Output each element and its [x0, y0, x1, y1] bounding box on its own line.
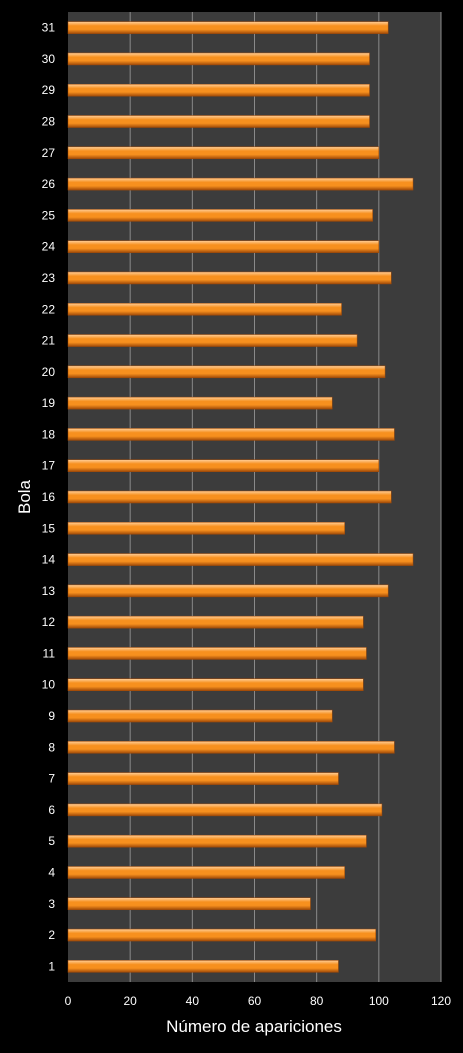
bar-10 — [67, 678, 364, 691]
bar-31 — [67, 21, 389, 34]
bar-13 — [67, 584, 389, 598]
y-tick-label: 14 — [42, 553, 56, 567]
y-tick-label: 27 — [42, 146, 56, 160]
x-tick-label: 60 — [248, 994, 262, 1008]
y-tick-label: 22 — [42, 302, 56, 316]
y-tick-label: 30 — [42, 52, 56, 66]
bar-22 — [67, 303, 342, 316]
y-tick-label: 17 — [42, 459, 56, 473]
bar-19 — [67, 396, 333, 410]
x-tick-label: 0 — [65, 994, 72, 1008]
x-tick-label: 40 — [186, 994, 200, 1008]
y-tick-label: 4 — [48, 865, 55, 879]
x-tick-label: 120 — [431, 994, 451, 1008]
bar-30 — [67, 52, 370, 66]
bar-4 — [67, 866, 345, 879]
y-tick-label: 7 — [48, 772, 55, 786]
y-tick-label: 26 — [42, 177, 56, 191]
bar-18 — [67, 428, 395, 441]
y-tick-label: 25 — [42, 208, 56, 222]
bar-15 — [67, 522, 345, 535]
x-axis-label: Número de apariciones — [166, 1017, 342, 1036]
y-tick-label: 10 — [42, 678, 56, 692]
y-tick-label: 15 — [42, 521, 56, 535]
y-tick-label: 31 — [42, 21, 56, 35]
bar-11 — [67, 647, 367, 660]
y-tick-label: 6 — [48, 803, 55, 817]
bar-26 — [67, 177, 414, 191]
bar-2 — [67, 928, 376, 942]
bar-17 — [67, 459, 380, 472]
y-tick-label: 11 — [43, 646, 56, 660]
bar-24 — [67, 240, 380, 253]
bar-1 — [67, 960, 339, 973]
bar-25 — [67, 209, 373, 222]
bar-8 — [67, 741, 395, 754]
bar-29 — [67, 83, 370, 97]
bar-21 — [67, 334, 358, 347]
y-tick-label: 13 — [42, 584, 56, 598]
bar-6 — [67, 803, 383, 817]
y-tick-label: 20 — [42, 365, 56, 379]
y-tick-label: 8 — [48, 740, 55, 754]
x-tick-label: 20 — [123, 994, 137, 1008]
y-tick-label: 1 — [48, 959, 55, 973]
bar-20 — [67, 365, 386, 379]
y-tick-label: 9 — [48, 709, 55, 723]
y-tick-label: 23 — [42, 271, 56, 285]
bar-9 — [67, 709, 333, 723]
bar-5 — [67, 834, 367, 848]
bar-3 — [67, 897, 311, 911]
bar-27 — [67, 146, 380, 160]
y-tick-labels: 1234567891011121314151617181920212223242… — [42, 21, 56, 974]
y-tick-label: 24 — [42, 240, 56, 254]
y-tick-label: 18 — [42, 427, 56, 441]
y-tick-label: 28 — [42, 115, 56, 129]
y-tick-label: 19 — [42, 396, 56, 410]
y-axis-label: Bola — [15, 479, 34, 514]
y-tick-label: 12 — [42, 615, 56, 629]
bar-16 — [67, 490, 392, 504]
bar-28 — [67, 115, 370, 128]
y-tick-label: 3 — [48, 897, 55, 911]
bar-12 — [67, 615, 364, 629]
y-tick-label: 2 — [48, 928, 55, 942]
bar-7 — [67, 772, 339, 785]
x-tick-labels: 0 20 40 60 80 100 120 — [65, 994, 452, 1008]
y-tick-label: 21 — [42, 334, 56, 348]
bar-14 — [67, 553, 414, 566]
bars — [67, 21, 414, 973]
x-tick-label: 100 — [369, 994, 389, 1008]
y-tick-label: 16 — [42, 490, 56, 504]
y-tick-label: 29 — [42, 83, 56, 97]
bar-23 — [67, 271, 392, 285]
y-tick-label: 5 — [48, 834, 55, 848]
x-tick-label: 80 — [310, 994, 324, 1008]
